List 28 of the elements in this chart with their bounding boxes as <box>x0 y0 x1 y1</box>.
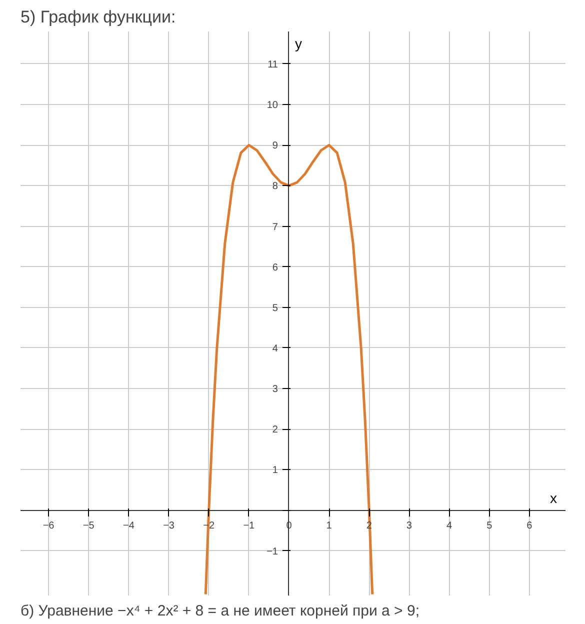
y-tick-label: 4 <box>272 343 278 354</box>
y-tick-label: 2 <box>272 424 278 436</box>
x-tick-label: −3 <box>163 520 175 532</box>
x-tick-label: 5 <box>486 520 493 532</box>
y-tick-label: 3 <box>272 384 278 396</box>
y-tick-label: 9 <box>272 140 278 152</box>
x-tick-label: 3 <box>406 520 412 532</box>
x-tick-label: 2 <box>366 520 372 532</box>
y-tick-label: 1 <box>272 465 278 476</box>
x-tick-label: −4 <box>123 520 135 532</box>
y-tick-label: 6 <box>272 262 278 274</box>
y-tick-label: 5 <box>272 302 278 314</box>
x-tick-label: −6 <box>42 520 55 532</box>
text: б) Уравнение −x⁴ + 2x² + 8 = a не имеет корней при a > 9; <box>20 602 420 620</box>
y-tick-label: 8 <box>272 181 278 192</box>
y-tick-label: 7 <box>272 222 278 233</box>
x-tick-label: 4 <box>446 520 453 532</box>
x-tick-label: 1 <box>326 520 332 532</box>
x-tick-label: −5 <box>82 520 95 532</box>
x-axis-title: x <box>550 490 557 506</box>
y-tick-label: 11 <box>268 59 278 70</box>
y-tick-label: −1 <box>266 546 278 558</box>
line-series <box>204 144 374 596</box>
y-axis-title: y <box>295 36 302 52</box>
chart-title: 5) График функции: <box>20 8 176 26</box>
x-tick-label: 6 <box>526 520 533 532</box>
y-tick-label: 10 <box>266 100 278 112</box>
x-tick-label: −1 <box>243 520 256 532</box>
